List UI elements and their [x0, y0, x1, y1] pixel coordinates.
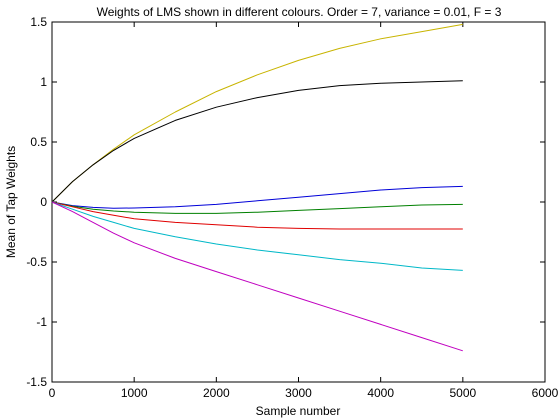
series-line-3: [51, 185, 463, 209]
series-line-4: [51, 201, 463, 214]
chart-title: Weights of LMS shown in different colour…: [97, 5, 502, 19]
plot-area: [51, 21, 546, 383]
x-axis-ticks: 0 1000 2000 3000 4000 5000 6000: [49, 22, 559, 400]
y-tick-label: 0.5: [30, 135, 47, 149]
series-line-6: [51, 201, 463, 271]
x-tick-label: 6000: [532, 386, 559, 400]
y-tick-label: 1.5: [30, 15, 47, 29]
y-tick-label: 0: [40, 195, 47, 209]
series-line-5: [51, 201, 463, 230]
series-lines: [51, 23, 463, 352]
x-axis-label: Sample number: [256, 404, 341, 418]
y-tick-label: -1.5: [26, 375, 47, 389]
y-tick-label: -1: [36, 315, 47, 329]
x-tick-label: 3000: [285, 386, 312, 400]
x-tick-label: 5000: [449, 386, 476, 400]
series-line-7: [51, 201, 463, 352]
x-tick-label: 1000: [121, 386, 148, 400]
x-tick-label: 2000: [203, 386, 230, 400]
y-tick-label: -0.5: [26, 255, 47, 269]
x-tick-label: 0: [49, 386, 56, 400]
x-tick-label: 4000: [367, 386, 394, 400]
y-axis-label: Mean of Tap Weights: [4, 146, 18, 258]
y-tick-label: 1: [40, 75, 47, 89]
y-axis-ticks: 1.5 1 0.5 0 -0.5 -1 -1.5: [26, 15, 545, 389]
series-line-2: [51, 80, 463, 203]
